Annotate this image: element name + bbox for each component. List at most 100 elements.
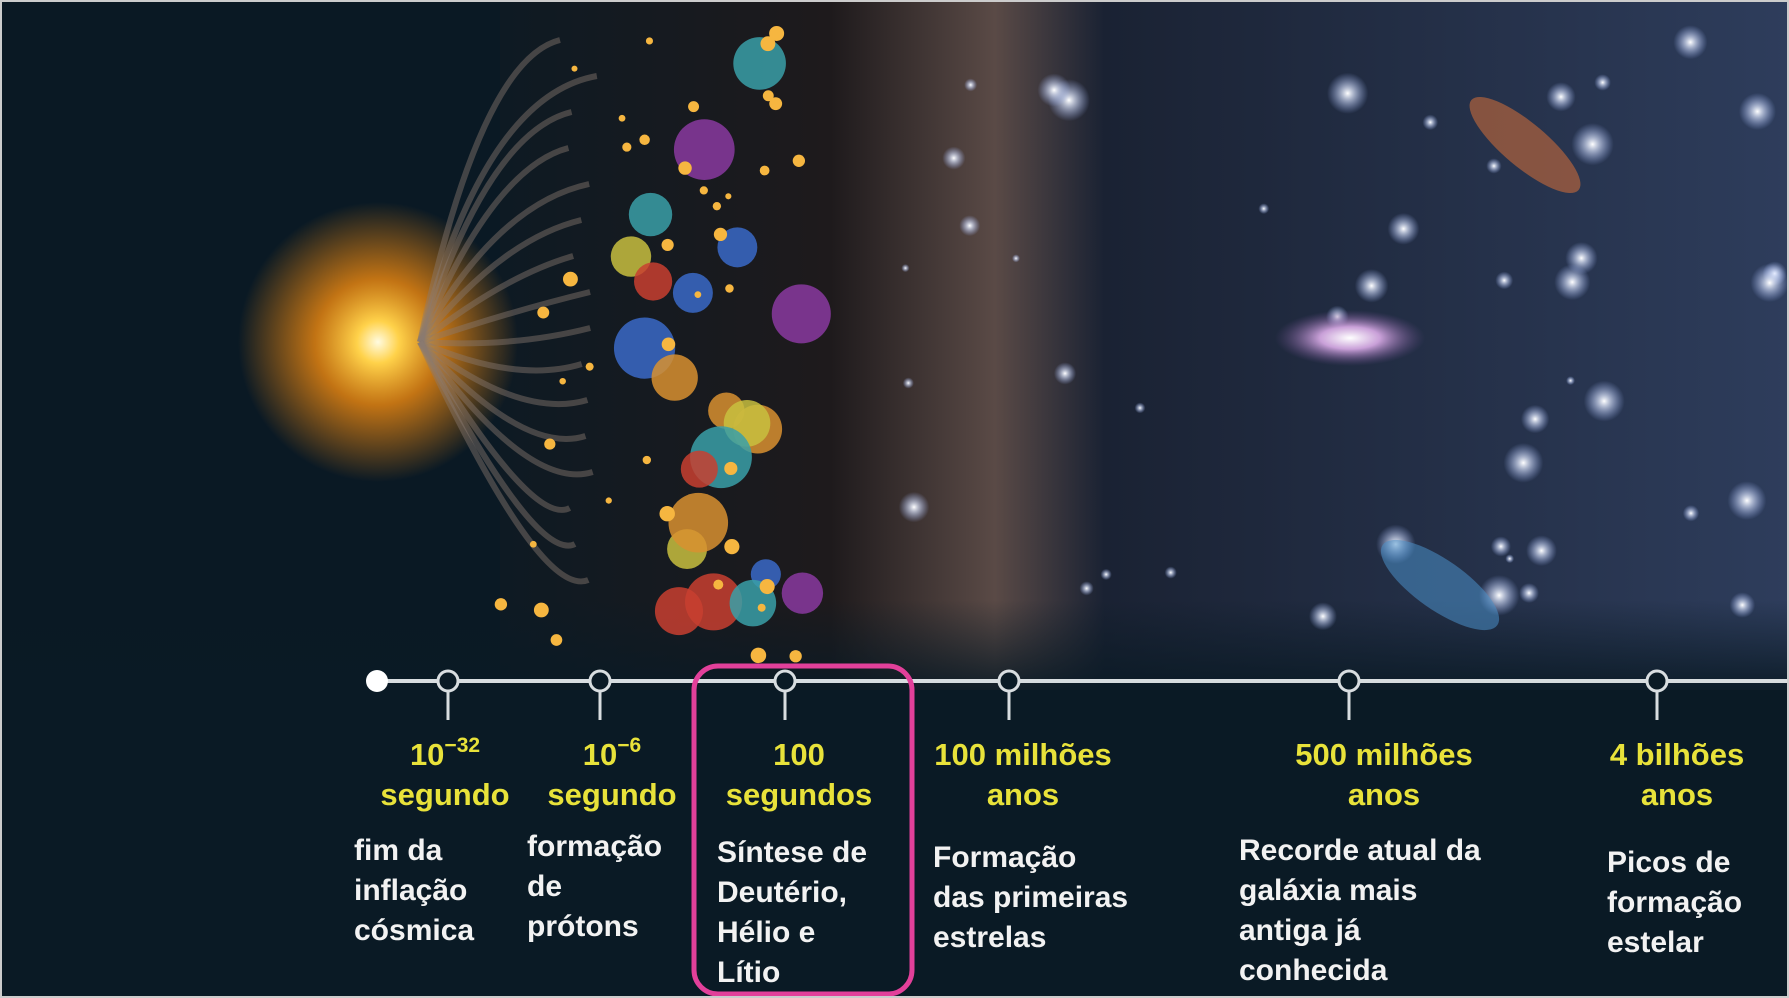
text-band (0, 690, 1789, 998)
star (1683, 505, 1699, 521)
description-line: inflação (354, 871, 474, 911)
spark (769, 97, 782, 110)
spark (713, 202, 721, 210)
marker (438, 671, 458, 691)
star (1730, 592, 1756, 618)
description-line: formação (1607, 883, 1742, 923)
time-text: segundo (547, 777, 676, 812)
spark (619, 115, 626, 122)
star (959, 215, 980, 236)
description-line: Síntese de (717, 833, 867, 873)
spark (724, 539, 739, 554)
spark (758, 604, 766, 612)
marker (1339, 671, 1359, 691)
time-text: 10 (410, 737, 444, 772)
time-label: 100segundos (726, 735, 872, 815)
spark (793, 155, 805, 167)
particle (655, 587, 703, 635)
time-text: anos (1641, 777, 1713, 812)
star (1054, 362, 1076, 384)
star (1546, 82, 1575, 111)
star (1495, 272, 1513, 290)
description-line: estrelas (933, 918, 1128, 958)
star (1594, 74, 1611, 91)
time-line: segundos (726, 775, 872, 815)
star (1728, 481, 1767, 520)
marker (1647, 671, 1667, 691)
time-text: anos (1348, 777, 1420, 812)
time-line: anos (1295, 775, 1472, 815)
particle (681, 451, 718, 488)
star (1554, 264, 1590, 300)
time-text: anos (987, 777, 1059, 812)
description-line: Formação (933, 838, 1128, 878)
spark (659, 506, 674, 521)
star (1012, 254, 1020, 262)
particle (782, 572, 823, 613)
star (1566, 376, 1575, 385)
time-line: 10−6 (547, 735, 676, 775)
particle (629, 193, 672, 236)
star (1038, 74, 1071, 107)
star (1571, 123, 1613, 165)
star (1327, 73, 1368, 114)
star (1423, 115, 1439, 131)
spark (724, 462, 737, 475)
time-line: 500 milhões (1295, 735, 1472, 775)
time-label: 4 bilhões anos (1610, 735, 1744, 815)
spark (713, 580, 723, 590)
spark (586, 363, 594, 371)
time-line: 4 bilhões (1610, 735, 1744, 775)
star (1584, 381, 1625, 422)
time-text: 10 (583, 737, 617, 772)
spark (544, 438, 555, 449)
spark (639, 135, 649, 145)
star (1750, 264, 1788, 302)
spark (571, 66, 577, 72)
description-line: cósmica (354, 911, 474, 951)
spark (700, 186, 708, 194)
time-text: 4 bilhões (1610, 737, 1744, 772)
star (964, 78, 977, 91)
description-line: Picos de (1607, 843, 1742, 883)
spark (662, 239, 674, 251)
spark (725, 193, 731, 199)
spark (725, 284, 733, 292)
spark (760, 166, 770, 176)
spark (760, 36, 775, 51)
time-text: 100 milhões (934, 737, 1111, 772)
particle (634, 262, 672, 300)
star (1258, 203, 1269, 214)
time-text: 500 milhões (1295, 737, 1472, 772)
particle (733, 37, 786, 90)
spark (714, 228, 727, 241)
spark (534, 603, 549, 618)
star (1505, 554, 1514, 563)
time-text: segundos (726, 777, 872, 812)
time-line: 100 (726, 735, 872, 775)
description-line: estelar (1607, 923, 1742, 963)
spark (751, 648, 767, 664)
description-line: fim da (354, 831, 474, 871)
star (1486, 158, 1501, 173)
star (903, 377, 914, 388)
marker (775, 671, 795, 691)
star (1521, 405, 1549, 433)
infographic: 10−32segundofim dainflaçãocósmica10−6seg… (0, 0, 1789, 998)
particle (668, 493, 728, 553)
description-line: galáxia mais (1239, 871, 1481, 911)
particle (652, 354, 698, 400)
spark (551, 634, 563, 646)
spark (662, 338, 676, 352)
time-line: 100 milhões (934, 735, 1111, 775)
description-line: conhecida (1239, 951, 1481, 991)
star (899, 492, 930, 523)
exponent: −6 (617, 734, 641, 757)
time-line: segundo (547, 775, 676, 815)
time-line: anos (934, 775, 1111, 815)
description-line: de (527, 867, 662, 907)
description-line: antiga já (1239, 911, 1481, 951)
